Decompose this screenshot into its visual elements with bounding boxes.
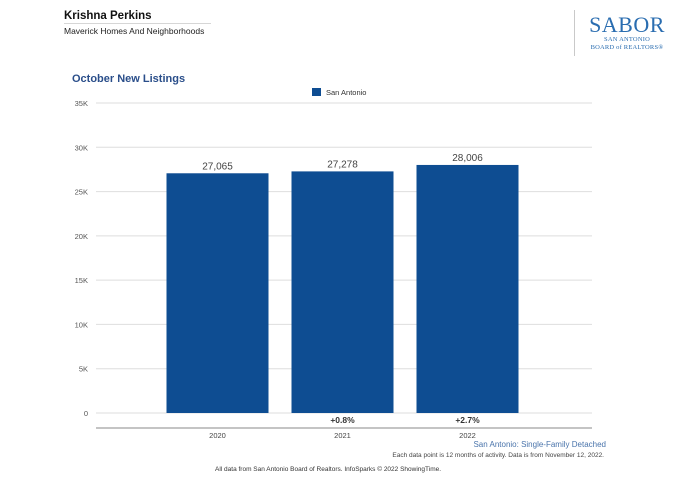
x-tick-label: 2022 [459, 431, 476, 440]
bar-2021 [291, 171, 394, 413]
data-note: Each data point is 12 months of activity… [392, 452, 604, 459]
agent-company: Maverick Homes And Neighborhoods [64, 26, 205, 36]
y-tick-label: 10K [75, 320, 88, 329]
y-tick-label: 15K [75, 276, 88, 285]
logo-line-2: BOARD of REALTORS® [590, 43, 664, 51]
series-description: San Antonio: Single-Family Detached [473, 440, 606, 449]
logo-line-1: SAN ANTONIO [604, 36, 650, 43]
change-label: +0.8% [330, 415, 355, 425]
legend-label: San Antonio [326, 88, 366, 97]
bar-value-label: 27,065 [202, 161, 233, 172]
y-tick-label: 35K [75, 99, 88, 108]
bar-2020 [166, 173, 269, 413]
x-tick-label: 2021 [334, 431, 351, 440]
y-tick-label: 20K [75, 232, 88, 241]
change-label: +2.7% [455, 415, 480, 425]
x-tick-label: 2020 [209, 431, 226, 440]
logo-wordmark: SABOR [589, 12, 665, 37]
sabor-logo: SABOR SAN ANTONIO BOARD of REALTORS® [584, 14, 670, 51]
bar-layer: 27,065 2020 27,278 +0.8% 2021 28,006 +2.7% 2022 [166, 153, 519, 440]
header-divider [64, 23, 211, 24]
y-tick-label: 25K [75, 188, 88, 197]
chart-title: October New Listings [72, 73, 186, 85]
bar-2022 [416, 164, 519, 413]
legend-swatch [312, 88, 321, 96]
y-tick-label: 30K [75, 143, 88, 152]
legend: San Antonio [312, 88, 366, 97]
data-source: All data from San Antonio Board of Realt… [215, 466, 442, 473]
bar-value-label: 28,006 [452, 153, 483, 164]
y-tick-label: 5K [79, 365, 88, 374]
logo-divider [574, 10, 575, 56]
agent-name: Krishna Perkins [64, 10, 152, 22]
bar-value-label: 27,278 [327, 159, 358, 170]
y-tick-label: 0 [84, 409, 88, 418]
